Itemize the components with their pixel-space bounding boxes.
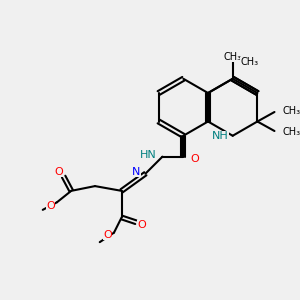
Text: O: O bbox=[46, 201, 55, 211]
Text: CH₃: CH₃ bbox=[240, 57, 258, 67]
Text: O: O bbox=[103, 230, 112, 241]
Text: CH₃: CH₃ bbox=[224, 52, 242, 62]
Text: N: N bbox=[132, 167, 141, 177]
Text: CH₃: CH₃ bbox=[282, 106, 300, 116]
Text: O: O bbox=[190, 154, 199, 164]
Text: CH₃: CH₃ bbox=[282, 127, 300, 137]
Text: HN: HN bbox=[140, 150, 157, 160]
Text: O: O bbox=[55, 167, 63, 177]
Text: NH: NH bbox=[212, 131, 229, 141]
Text: O: O bbox=[137, 220, 146, 230]
